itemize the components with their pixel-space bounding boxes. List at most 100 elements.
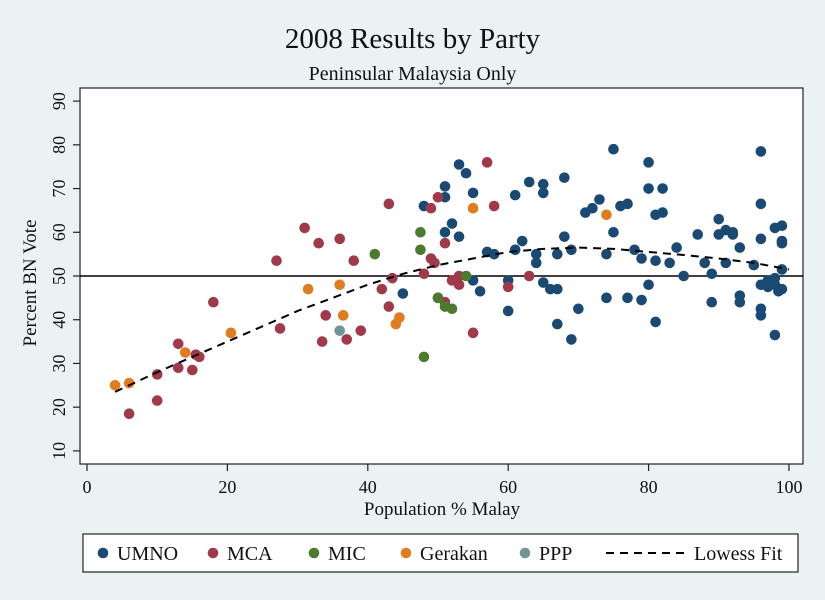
data-point-umno	[552, 248, 563, 260]
data-point-mca	[383, 198, 395, 210]
data-point-mic	[415, 226, 426, 238]
data-point-gerakan	[601, 209, 612, 221]
data-point-umno	[636, 253, 647, 264]
legend-label: Lowess Fit	[694, 543, 783, 565]
data-point-umno	[657, 183, 668, 194]
legend-marker	[308, 547, 320, 559]
y-tick-label: 70	[49, 180, 69, 198]
data-point-umno	[643, 279, 654, 291]
data-point-mic	[369, 248, 381, 260]
data-point-umno	[453, 159, 465, 170]
data-point-umno	[643, 157, 654, 168]
data-point-umno	[523, 176, 535, 188]
data-point-mic	[460, 270, 472, 282]
lowess-fit-line	[114, 246, 790, 393]
data-point-umno	[530, 248, 542, 260]
data-point-mca	[376, 283, 388, 295]
data-point-umno	[657, 207, 668, 218]
data-point-umno	[509, 189, 521, 201]
y-tick-label: 10	[49, 442, 69, 460]
data-point-umno	[566, 244, 577, 256]
data-point-umno	[601, 248, 612, 260]
data-point-mca	[467, 327, 479, 339]
y-tick-label: 90	[49, 92, 69, 110]
data-point-mca	[432, 192, 444, 203]
data-point-gerakan	[123, 377, 135, 389]
legend: UMNO MCA MIC Gerakan PPP Lowess Fit	[97, 543, 783, 565]
data-point-umno	[622, 198, 633, 210]
x-tick-label: 20	[218, 477, 236, 497]
data-point-mca	[418, 268, 430, 280]
legend-label: Gerakan	[420, 543, 488, 565]
data-point-umno	[537, 178, 549, 190]
data-point-umno	[601, 292, 612, 304]
y-tick-label: 50	[49, 267, 69, 285]
data-point-umno	[636, 294, 647, 306]
x-axis-title: Population % Malay	[364, 499, 521, 520]
data-point-umno	[509, 244, 521, 256]
data-point-umno	[706, 296, 718, 308]
data-point-mca	[172, 338, 184, 350]
data-point-mca	[439, 237, 451, 249]
legend-marker	[400, 547, 412, 559]
data-point-umno	[664, 257, 675, 269]
x-tick-label: 60	[499, 477, 517, 497]
data-point-umno	[552, 318, 563, 330]
data-point-mca	[172, 362, 184, 374]
legend-label: UMNO	[117, 543, 178, 565]
data-point-mca	[299, 222, 310, 234]
data-point-umno	[608, 226, 619, 238]
data-point-mca	[429, 257, 440, 269]
data-point-mca	[481, 157, 493, 168]
data-point-umno	[467, 187, 479, 199]
data-point-umno	[678, 270, 689, 282]
data-point-umno	[776, 220, 788, 232]
data-point-mca	[313, 237, 324, 249]
data-point-umno	[699, 257, 711, 269]
data-point-mca	[488, 200, 500, 212]
chart-subtitle: Peninsular Malaysia Only	[309, 63, 517, 85]
data-point-umno	[530, 257, 542, 269]
data-point-umno	[706, 268, 718, 280]
data-point-umno	[537, 187, 549, 199]
data-point-gerakan	[179, 347, 191, 358]
data-point-umno	[446, 218, 458, 229]
y-tick-label: 60	[49, 223, 69, 241]
x-tick-label: 0	[83, 477, 92, 497]
data-point-mca	[355, 325, 367, 336]
y-tick-label: 40	[49, 311, 69, 329]
data-point-gerakan	[302, 283, 314, 295]
data-point-umno	[773, 286, 784, 297]
data-point-umno	[755, 146, 767, 157]
data-point-umno	[755, 233, 767, 245]
data-point-umno	[734, 296, 746, 308]
data-point-umno	[594, 194, 605, 205]
data-point-mca	[274, 323, 286, 334]
legend-label: PPP	[539, 543, 572, 565]
data-point-mca	[341, 334, 353, 345]
legend-label: MIC	[328, 543, 366, 565]
data-point-umno	[776, 237, 788, 249]
data-point-umno	[692, 229, 704, 240]
data-point-mic	[446, 303, 458, 315]
data-point-umno	[439, 226, 451, 238]
data-point-mca	[387, 272, 398, 284]
data-point-ppp	[334, 325, 346, 336]
data-point-gerakan	[337, 310, 349, 321]
data-point-umno	[559, 172, 570, 183]
x-tick-label: 80	[640, 477, 658, 497]
data-point-umno	[650, 316, 661, 328]
data-point-mca	[320, 310, 331, 321]
y-axis-ticks: 10 20 30 40 50 60 70 80 90	[49, 92, 80, 460]
data-point-mca	[523, 270, 535, 282]
x-tick-label: 100	[775, 477, 802, 497]
data-point-umno	[650, 255, 661, 266]
data-point-umno	[537, 277, 549, 288]
legend-marker	[207, 547, 219, 559]
y-tick-label: 20	[49, 398, 69, 416]
data-point-mca	[123, 408, 135, 420]
data-point-mca	[383, 301, 395, 312]
data-point-umno	[755, 310, 767, 321]
data-point-umno	[587, 202, 598, 214]
